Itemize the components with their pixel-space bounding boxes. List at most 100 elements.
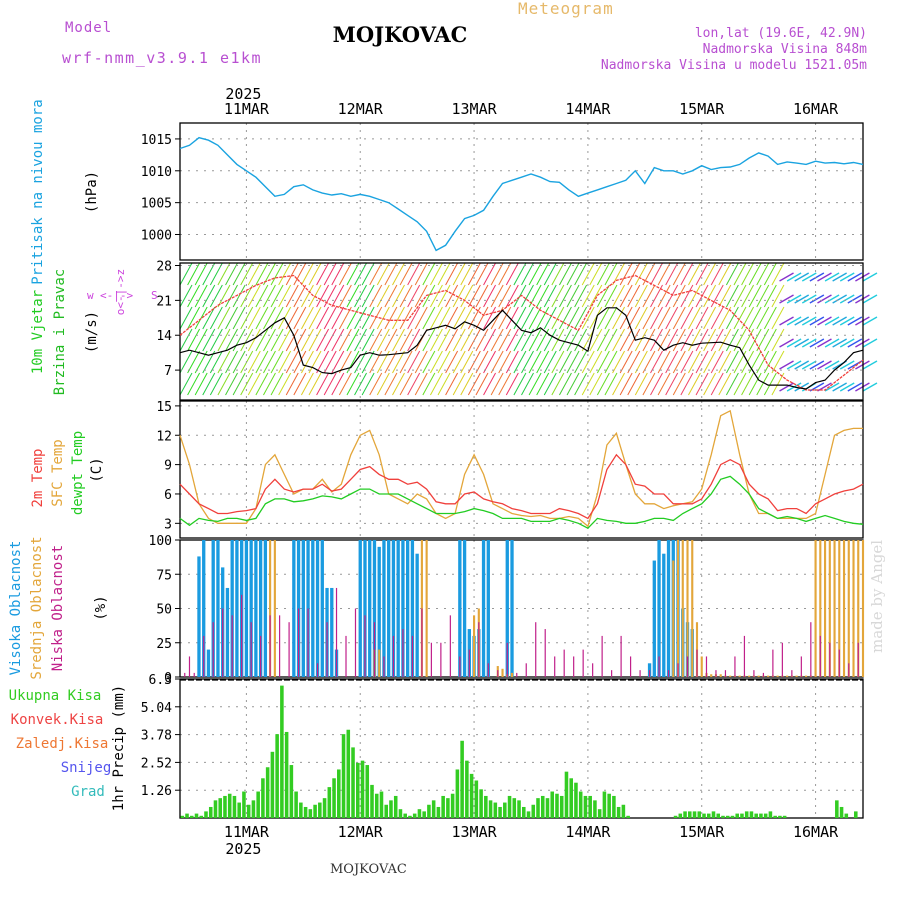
- low-cloud-bar: [279, 615, 281, 677]
- precip-bar: [763, 813, 768, 818]
- low-cloud-bar: [241, 594, 243, 677]
- high-cloud-bar: [401, 540, 405, 677]
- low-cloud-bar: [658, 656, 660, 677]
- precip-bar: [327, 787, 332, 818]
- mid-cloud-bar: [819, 540, 822, 677]
- precip-bar: [465, 760, 469, 818]
- precip-bar: [522, 806, 526, 818]
- precip-bar: [322, 798, 327, 818]
- dir-legend-s: S: [151, 289, 158, 302]
- precip-bar: [450, 793, 455, 818]
- mid-cloud-bar: [719, 674, 722, 677]
- pressure-ylabel: Pritisak na nivou mora: [30, 99, 46, 284]
- low-cloud-bar: [478, 622, 480, 677]
- low-cloud-bar: [316, 663, 319, 677]
- mid-cloud-bar: [425, 540, 428, 677]
- wind-frame: [179, 262, 864, 401]
- precip-bar: [768, 811, 773, 818]
- precip-bar: [778, 815, 782, 818]
- precip-bar: [308, 809, 313, 818]
- precip-bar: [389, 800, 393, 818]
- precip-bar: [488, 800, 493, 818]
- precip-bar: [583, 795, 588, 818]
- low-cloud-bar: [554, 656, 556, 677]
- precip-legend-0: Ukupna Kisa: [9, 688, 102, 704]
- precip-bar: [597, 809, 602, 818]
- precip-bar: [607, 793, 611, 818]
- footer-location: MOJKOVAC: [330, 862, 407, 877]
- low-cloud-bar: [734, 656, 736, 677]
- precip-bar: [460, 740, 464, 818]
- temp-2m-ylabel: 2m Temp: [30, 448, 46, 507]
- mid-cloud-bar: [676, 540, 680, 677]
- precip-bar: [469, 773, 474, 818]
- date-label-top: 14MAR: [565, 100, 611, 118]
- precip-bar: [251, 800, 256, 818]
- elevation-label: Nadmorska Visina 848m: [702, 42, 867, 57]
- high-cloud-bar: [249, 540, 253, 677]
- low-cloud-bar: [269, 615, 271, 677]
- low-cloud-bar: [743, 635, 746, 677]
- precip-bar: [313, 804, 317, 818]
- precip-bar: [536, 798, 540, 818]
- low-cloud-bar: [250, 622, 252, 677]
- precip-bar: [417, 809, 422, 818]
- wind-barb-field: [179, 262, 878, 396]
- precip-bar: [370, 784, 374, 818]
- precip-bar: [294, 791, 298, 818]
- temperature-tick-label: 9: [164, 459, 172, 474]
- low-cloud-bar: [449, 615, 451, 677]
- high-cloud-bar: [462, 540, 467, 677]
- low-cloud-bar: [430, 642, 432, 677]
- date-label-top: 13MAR: [451, 100, 497, 118]
- cloud-unit-label: (%): [93, 595, 109, 620]
- low-cloud-bar: [573, 656, 575, 677]
- precip-bar: [479, 789, 483, 818]
- low-cloud-bar: [724, 670, 727, 677]
- precip-bar: [204, 811, 208, 818]
- precip-bar: [569, 778, 573, 818]
- wind-ylabel-1: 10m Vjetar: [30, 290, 46, 374]
- date-label-bottom: 16MAR: [793, 823, 839, 841]
- low-cloud-bar: [497, 670, 499, 677]
- precip-bar: [398, 809, 403, 818]
- high-cloud-bar: [202, 540, 206, 677]
- precip-bar: [616, 806, 621, 818]
- low-cloud-bar: [772, 649, 774, 677]
- dir-legend-w: w: [87, 289, 94, 302]
- mid-cloud-bar: [767, 675, 770, 677]
- mid-cloud-bar: [847, 540, 850, 677]
- precip-bar: [526, 811, 531, 818]
- year-label-bottom: 2025: [225, 840, 261, 858]
- precip-bar: [242, 791, 246, 818]
- mid-cloud-bar: [672, 560, 675, 677]
- precip-tick-label: 6.3: [149, 673, 172, 688]
- low-cloud-bar: [829, 642, 831, 677]
- precip-bar: [275, 734, 279, 818]
- precip-bar: [678, 813, 683, 818]
- model-label: Model: [65, 20, 113, 36]
- mid-cloud-bar: [852, 540, 855, 677]
- high-cloud-ylabel: Visoka Oblacnost: [8, 541, 24, 676]
- precip-bar: [441, 795, 445, 818]
- low-cloud-bar: [677, 663, 679, 677]
- temperature-tick-label: 12: [156, 429, 172, 444]
- low-cloud-bar: [629, 656, 632, 677]
- low-cloud-bar: [184, 672, 186, 677]
- low-cloud-bar: [411, 635, 414, 677]
- precip-bar: [507, 795, 512, 818]
- precip-bar: [218, 798, 223, 818]
- low-cloud-bar: [848, 663, 850, 677]
- precip-bar: [246, 804, 251, 818]
- precip-bar: [280, 685, 284, 818]
- precip-bar: [223, 795, 227, 818]
- precip-bar: [303, 806, 308, 818]
- year-label-top: 2025: [225, 85, 261, 103]
- mid-cloud-bar: [838, 540, 841, 677]
- date-label-top: 11MAR: [224, 100, 270, 118]
- high-cloud-bar: [657, 540, 661, 677]
- low-cloud-bar: [459, 656, 461, 677]
- precip-bar: [270, 751, 275, 818]
- high-cloud-bar: [263, 540, 268, 677]
